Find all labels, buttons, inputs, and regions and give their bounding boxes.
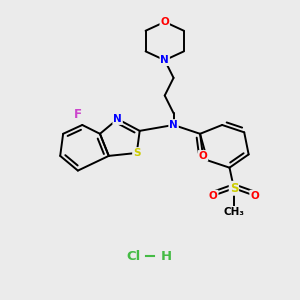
Text: S: S (230, 182, 238, 195)
Text: Cl: Cl (127, 250, 141, 262)
Text: O: O (250, 190, 259, 201)
Text: CH₃: CH₃ (224, 207, 244, 217)
Text: N: N (160, 55, 169, 65)
Text: N: N (169, 120, 178, 130)
Text: N: N (113, 114, 122, 124)
Text: O: O (199, 151, 207, 161)
Text: H: H (160, 250, 172, 262)
Text: S: S (133, 148, 140, 158)
Text: O: O (160, 17, 169, 27)
Text: O: O (209, 190, 218, 201)
Text: F: F (74, 108, 82, 121)
